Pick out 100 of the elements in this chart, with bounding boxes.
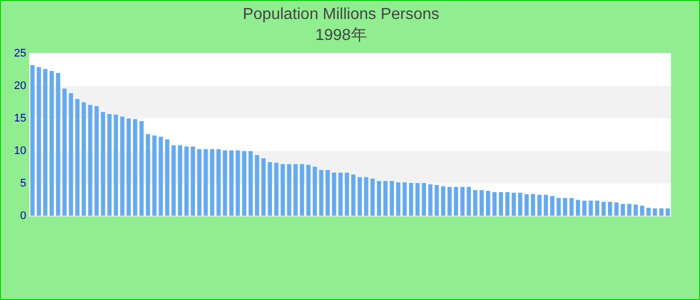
bar: [306, 164, 310, 216]
bar: [530, 194, 536, 216]
bar: [146, 134, 150, 216]
bar: [454, 186, 458, 216]
bar: [172, 145, 176, 216]
bar: [569, 198, 574, 216]
bar: [640, 206, 644, 216]
bar: [652, 208, 658, 216]
bar: [473, 190, 478, 216]
bar: [152, 135, 156, 216]
bar: [608, 202, 612, 216]
bar: [370, 178, 375, 216]
bar: [505, 192, 510, 216]
bar: [556, 198, 561, 216]
bar: [36, 67, 41, 216]
bar: [100, 112, 106, 216]
bar: [486, 190, 490, 216]
bar: [62, 88, 67, 216]
bar: [338, 172, 343, 216]
bar: [466, 186, 471, 216]
bar: [544, 194, 548, 216]
bar: [139, 121, 144, 216]
bar: [524, 194, 529, 216]
bar: [659, 208, 664, 216]
y-tick-label: 25: [14, 47, 26, 60]
bar: [268, 162, 272, 216]
bar: [190, 146, 195, 216]
bar: [422, 183, 426, 216]
bar: [390, 181, 394, 216]
bar: [242, 151, 246, 216]
bar: [351, 174, 356, 216]
bar: [537, 194, 542, 216]
bar: [396, 182, 400, 216]
bar: [43, 69, 48, 216]
bar: [588, 200, 593, 216]
bar: [460, 186, 465, 216]
bar: [344, 172, 349, 216]
bar: [50, 70, 54, 216]
bar: [595, 200, 600, 216]
bar: [197, 149, 202, 216]
bar: [576, 200, 580, 216]
bar: [332, 172, 336, 216]
bar: [229, 150, 234, 216]
bar: [261, 158, 266, 216]
bar: [358, 177, 362, 216]
bar: [512, 192, 516, 216]
bar: [75, 98, 80, 216]
bar: [120, 116, 124, 216]
bar: [441, 186, 446, 216]
bar: [126, 118, 131, 216]
bar: [409, 183, 414, 216]
bar: [434, 184, 439, 216]
bar: [627, 204, 632, 216]
bar: [620, 204, 625, 216]
bar: [216, 149, 221, 216]
bar: [634, 204, 638, 216]
y-tick-label: 10: [14, 145, 26, 158]
bar: [82, 102, 86, 216]
bar: [415, 183, 420, 216]
bar: [364, 177, 368, 216]
bar: [68, 93, 74, 216]
bar: [204, 149, 208, 216]
bar: [30, 65, 35, 216]
bar: [383, 181, 388, 216]
bar: [582, 200, 586, 216]
bar: [550, 196, 554, 216]
bar: [492, 192, 497, 216]
bar: [274, 162, 278, 216]
bar: [280, 164, 285, 216]
bar: [293, 164, 298, 216]
bar: [448, 186, 452, 216]
bar: [300, 164, 304, 216]
bar: [287, 164, 292, 216]
bar: [376, 181, 382, 216]
bar: [312, 166, 317, 216]
bar: [107, 114, 112, 216]
bar: [56, 72, 60, 216]
bar: [94, 106, 99, 216]
bar: [428, 184, 432, 216]
chart-subtitle: 1998年: [315, 27, 367, 44]
bar: [498, 192, 504, 216]
bar: [666, 208, 670, 216]
bar: [158, 136, 163, 216]
bar: [646, 208, 651, 216]
bar: [184, 146, 189, 216]
bar: [319, 170, 324, 216]
bar: [518, 192, 522, 216]
bar: [326, 170, 330, 216]
bar: [236, 150, 240, 216]
bar: [88, 104, 92, 216]
bar: [602, 202, 606, 216]
bar: [222, 150, 228, 216]
y-tick-label: 15: [14, 112, 26, 125]
bar: [248, 151, 253, 216]
bar: [178, 145, 182, 216]
bar: [402, 182, 407, 216]
bar: [563, 198, 568, 216]
y-tick-label: 0: [20, 210, 26, 222]
chart-title: Population Millions Persons: [242, 6, 440, 24]
y-tick-label: 5: [20, 178, 26, 190]
